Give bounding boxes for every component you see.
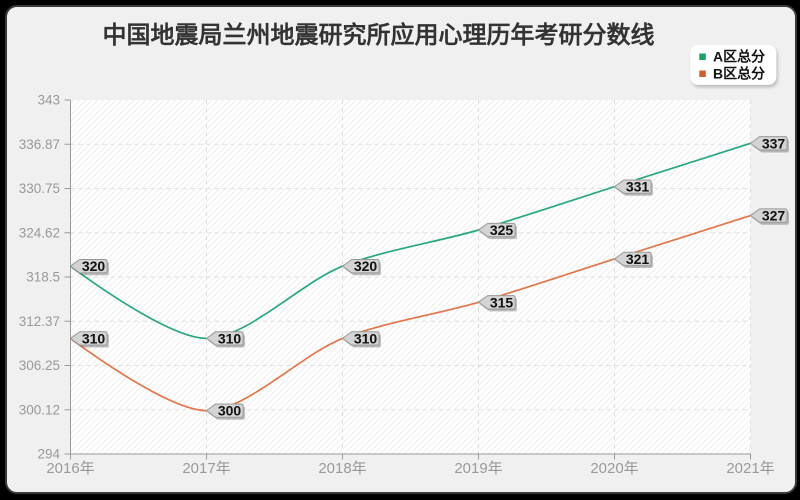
- svg-text:300: 300: [218, 403, 242, 419]
- svg-text:330.75: 330.75: [19, 181, 60, 196]
- svg-text:320: 320: [354, 258, 378, 274]
- svg-text:331: 331: [626, 179, 650, 195]
- svg-text:325: 325: [490, 222, 514, 238]
- svg-text:324.62: 324.62: [19, 225, 60, 240]
- svg-text:310: 310: [354, 330, 378, 346]
- svg-text:321: 321: [626, 251, 650, 267]
- svg-text:320: 320: [82, 258, 106, 274]
- svg-text:315: 315: [490, 294, 514, 310]
- svg-text:343: 343: [37, 93, 60, 108]
- svg-text:312.37: 312.37: [19, 314, 60, 329]
- svg-text:294: 294: [37, 447, 60, 462]
- svg-text:2020年: 2020年: [590, 460, 638, 477]
- svg-text:318.5: 318.5: [26, 270, 60, 285]
- svg-text:中国地震局兰州地震研究所应用心理历年考研分数线: 中国地震局兰州地震研究所应用心理历年考研分数线: [103, 21, 655, 49]
- svg-text:336.87: 336.87: [19, 137, 60, 152]
- svg-text:306.25: 306.25: [19, 358, 60, 373]
- svg-text:310: 310: [82, 330, 106, 346]
- svg-text:2019年: 2019年: [454, 460, 502, 477]
- svg-text:2018年: 2018年: [318, 460, 366, 477]
- svg-text:2016年: 2016年: [46, 460, 94, 477]
- svg-text:B区总分: B区总分: [713, 66, 765, 82]
- svg-text:300.12: 300.12: [19, 402, 60, 417]
- svg-text:2017年: 2017年: [182, 460, 230, 477]
- svg-text:2021年: 2021年: [726, 460, 774, 477]
- svg-text:310: 310: [218, 330, 242, 346]
- svg-text:337: 337: [762, 135, 786, 151]
- svg-text:327: 327: [762, 208, 786, 224]
- svg-text:A区总分: A区总分: [713, 49, 765, 65]
